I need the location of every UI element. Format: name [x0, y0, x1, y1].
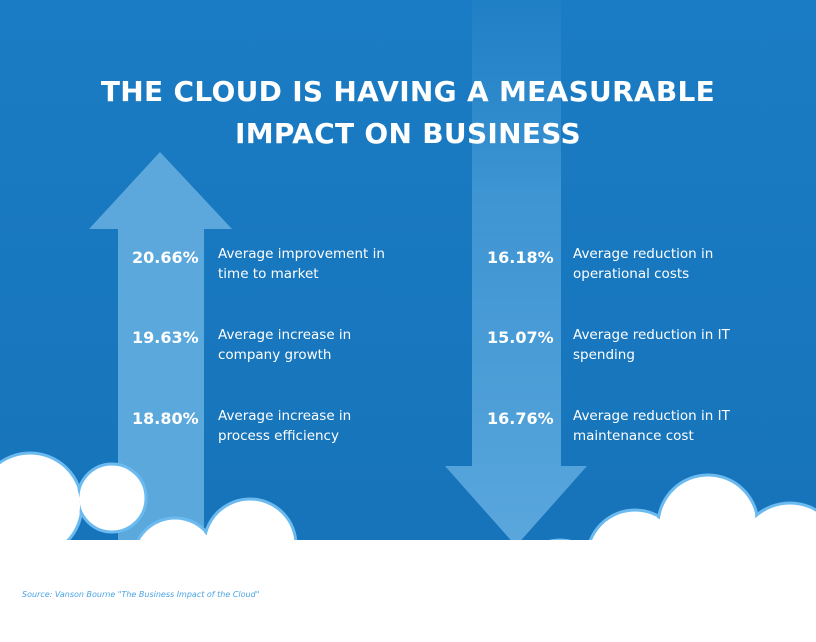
stat-value-it-spending: 15.07% — [487, 328, 554, 347]
stat-value-it-maintenance-cost: 16.76% — [487, 409, 554, 428]
page-title-line-2: IMPACT ON BUSINESS — [235, 117, 581, 150]
stat-label-it-spending: Average reduction in IT spending — [573, 325, 763, 365]
down-arrow-icon — [445, 0, 587, 546]
stat-label-line: maintenance cost — [573, 428, 694, 444]
page-title-line-1: THE CLOUD IS HAVING A MEASURABLE — [100, 75, 716, 108]
stat-label-line: operational costs — [573, 266, 690, 282]
cloud-fill — [0, 455, 816, 642]
stat-value-company-growth: 19.63% — [132, 328, 199, 347]
stat-label-line: spending — [573, 347, 635, 363]
stat-label-line: Average reduction in IT — [573, 327, 730, 343]
stat-label-line: company growth — [218, 347, 332, 363]
stat-label-line: Average increase in — [218, 408, 352, 424]
stat-value-process-efficiency: 18.80% — [132, 409, 199, 428]
stat-label-company-growth: Average increase in company growth — [218, 325, 408, 365]
stat-label-line: Average increase in — [218, 327, 352, 343]
stat-label-time-to-market: Average improvement in time to market — [218, 244, 408, 284]
stat-value-time-to-market: 20.66% — [132, 248, 199, 267]
source-citation: Source: Vanson Bourne "The Business Impa… — [22, 590, 260, 599]
stat-label-line: process efficiency — [218, 428, 339, 444]
stat-value-operational-costs: 16.18% — [487, 248, 554, 267]
stat-label-it-maintenance-cost: Average reduction in IT maintenance cost — [573, 406, 763, 446]
stat-label-line: Average improvement in — [218, 246, 385, 262]
stat-label-process-efficiency: Average increase in process efficiency — [218, 406, 408, 446]
stat-label-line: Average reduction in IT — [573, 408, 730, 424]
stat-label-operational-costs: Average reduction in operational costs — [573, 244, 763, 284]
stat-label-line: Average reduction in — [573, 246, 714, 262]
stat-label-line: time to market — [218, 266, 319, 282]
